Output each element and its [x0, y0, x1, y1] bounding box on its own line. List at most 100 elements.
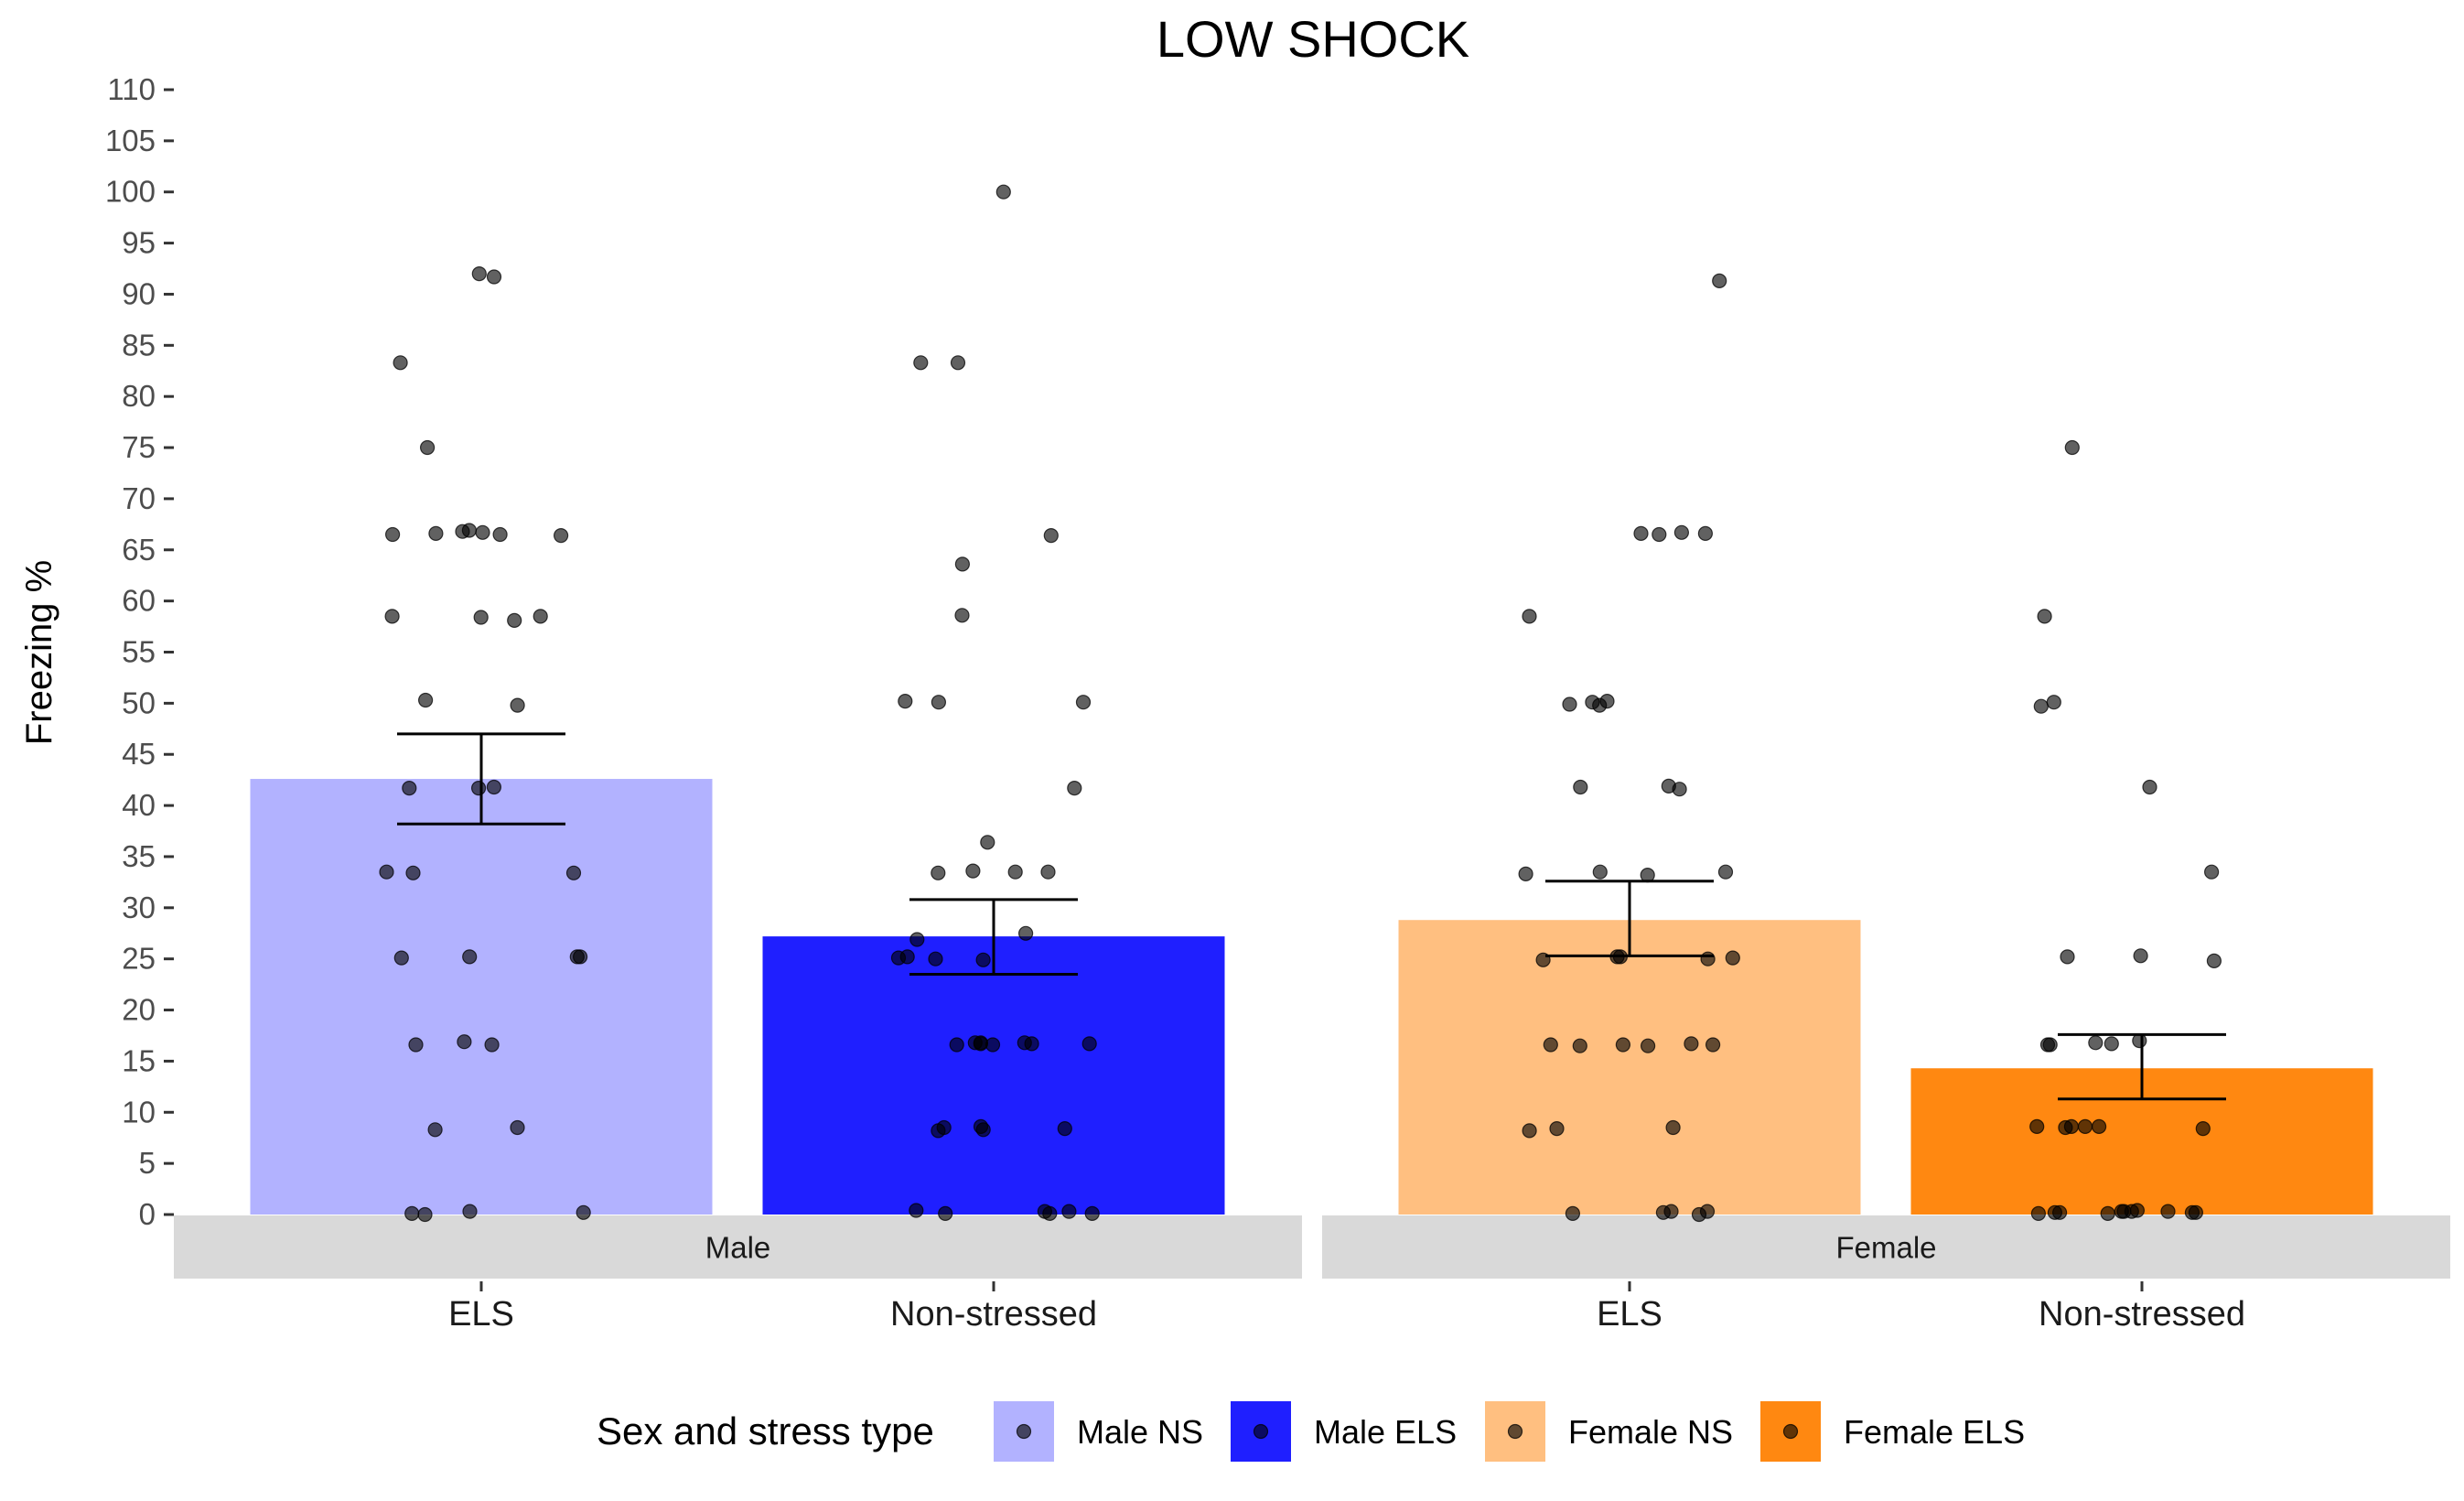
- y-tick-label: 45: [122, 737, 156, 771]
- data-point: [1081, 1036, 1097, 1052]
- data-point: [2142, 779, 2157, 795]
- data-point: [1665, 1119, 1681, 1136]
- data-point: [486, 269, 502, 285]
- data-point: [1573, 779, 1588, 795]
- data-point: [1697, 525, 1714, 542]
- data-point: [1017, 1035, 1032, 1051]
- data-point: [2100, 1205, 2115, 1222]
- data-point: [1522, 609, 1537, 624]
- data-point: [909, 932, 925, 947]
- data-point: [1725, 950, 1740, 966]
- data-point: [2092, 1118, 2107, 1135]
- data-point: [393, 355, 408, 371]
- data-point: [965, 863, 981, 879]
- data-point: [2063, 1118, 2079, 1135]
- data-point: [2104, 1036, 2119, 1052]
- data-point: [1562, 697, 1577, 712]
- data-point: [2195, 1120, 2211, 1137]
- data-points: [379, 184, 2222, 1223]
- data-point: [1017, 925, 1034, 941]
- legend-title: Sex and stress type: [597, 1409, 934, 1452]
- data-point: [510, 1119, 525, 1136]
- data-point: [2124, 1204, 2139, 1219]
- data-point: [949, 1037, 964, 1053]
- data-point: [2046, 695, 2061, 710]
- x-tick-label: Non-stressed: [890, 1295, 1097, 1334]
- data-point: [418, 692, 434, 708]
- data-point: [913, 355, 929, 371]
- data-point: [1042, 1205, 1058, 1222]
- legend-key-point: [1782, 1423, 1799, 1440]
- data-point: [470, 780, 487, 796]
- facet-strip: [174, 1215, 1302, 1279]
- data-point: [931, 865, 946, 880]
- data-point: [2133, 948, 2148, 964]
- data-point: [384, 609, 400, 624]
- data-point: [1067, 780, 1082, 796]
- y-tick-label: 60: [122, 584, 156, 618]
- data-point: [576, 1204, 591, 1220]
- legend-label: Male NS: [1077, 1413, 1203, 1451]
- data-point: [995, 184, 1011, 200]
- data-point: [1057, 1120, 1072, 1137]
- y-tick-label: 55: [122, 635, 156, 669]
- data-point: [428, 525, 444, 542]
- data-point: [402, 780, 417, 796]
- data-point: [1061, 1204, 1077, 1219]
- bar: [762, 936, 1225, 1215]
- data-point: [510, 697, 525, 713]
- data-point: [938, 1205, 953, 1222]
- y-tick-label: 15: [122, 1043, 156, 1077]
- facet-strip-label: Female: [1835, 1231, 1936, 1265]
- data-point: [1684, 1036, 1699, 1052]
- y-tick-label: 70: [122, 481, 156, 515]
- legend-label: Female ELS: [1844, 1413, 2025, 1451]
- data-point: [2077, 1118, 2093, 1135]
- data-point: [1705, 1037, 1721, 1053]
- data-point: [2042, 1037, 2058, 1053]
- legend-key-point: [1507, 1423, 1523, 1440]
- data-point: [954, 608, 970, 623]
- data-point: [2088, 1035, 2104, 1051]
- x-axis: ELS Non-stressed ELS Non-stressed: [448, 1281, 2245, 1334]
- data-point: [931, 1123, 946, 1139]
- data-point: [975, 952, 991, 967]
- data-point: [1672, 782, 1687, 797]
- data-point: [486, 779, 502, 795]
- y-tick-label: 50: [122, 686, 156, 719]
- data-point: [2030, 1205, 2046, 1222]
- data-point: [1673, 524, 1690, 540]
- data-point: [507, 612, 522, 629]
- y-tick-label: 35: [122, 839, 156, 873]
- data-point: [533, 609, 548, 624]
- data-point: [1652, 526, 1667, 543]
- data-point: [462, 1204, 478, 1219]
- data-point: [931, 695, 947, 710]
- data-point: [1640, 1038, 1656, 1053]
- data-point: [1084, 1205, 1100, 1222]
- legend: Sex and stress type Male NS Male ELS Female…: [597, 1401, 2025, 1462]
- data-point: [1007, 864, 1023, 880]
- data-point: [379, 864, 394, 880]
- data-point: [2029, 1118, 2045, 1135]
- data-point: [427, 1122, 443, 1138]
- data-point: [890, 950, 907, 966]
- data-point: [408, 1037, 424, 1053]
- y-tick-label: 0: [139, 1197, 156, 1231]
- data-point: [1565, 1205, 1581, 1222]
- data-point: [420, 439, 436, 456]
- bars: [250, 779, 2373, 1215]
- data-point: [405, 865, 421, 880]
- data-point: [1599, 693, 1615, 709]
- legend-key-point: [1016, 1423, 1032, 1440]
- y-tick-label: 90: [122, 276, 156, 310]
- x-tick-label: ELS: [448, 1295, 514, 1334]
- y-tick-label: 20: [122, 993, 156, 1027]
- y-tick-label: 25: [122, 942, 156, 976]
- data-point: [1700, 951, 1716, 966]
- data-point: [2052, 1204, 2068, 1220]
- y-tick-label: 110: [107, 72, 156, 106]
- legend-key-point: [1253, 1423, 1269, 1440]
- data-point: [898, 693, 913, 709]
